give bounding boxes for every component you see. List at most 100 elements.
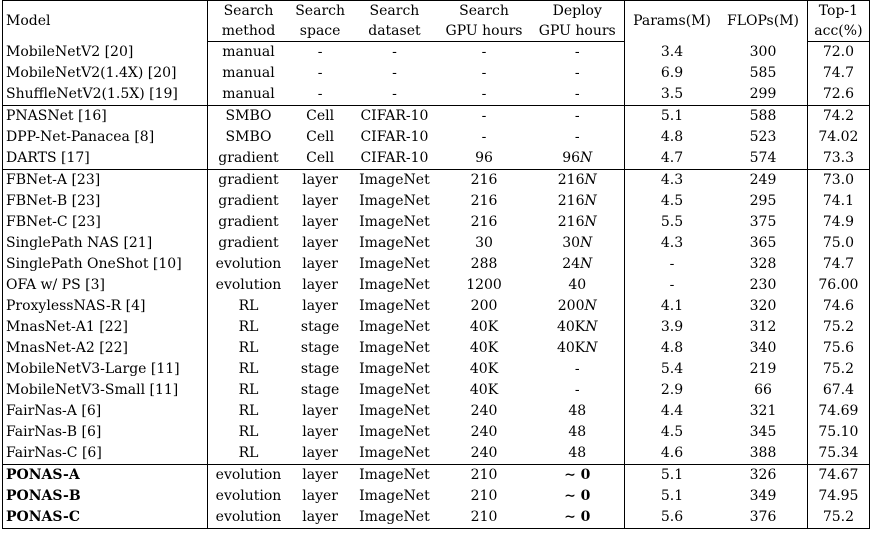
- cell-search-gpu-hours: -: [481, 86, 487, 102]
- cell-params: 4.3: [624, 169, 720, 191]
- cell-deploy-gpu-hours: 48: [530, 401, 625, 422]
- cell-search-method: evolution: [207, 507, 289, 529]
- cell-search-gpu-hours: 30: [475, 235, 493, 251]
- cell-deploy-gpu-hours: 48: [530, 422, 625, 443]
- table-row: ShuffleNetV2(1.5X) [19] manual - - - - 3.5 299 7…: [1, 84, 871, 106]
- cell-search-method: RL: [238, 382, 259, 398]
- cell-deploy-gpu-hours: 200N: [530, 296, 625, 317]
- cell-params: 3.4: [660, 43, 684, 60]
- header-search-gpu-1: Search: [437, 0, 531, 21]
- variable-n: N: [580, 256, 593, 272]
- cell-search-dataset: CIFAR-10: [351, 105, 438, 127]
- cell-deploy-gpu-hours: -: [530, 63, 625, 84]
- header-search-method-1: Search: [207, 0, 289, 21]
- nas-comparison-table: Model Search Search Search Search Deploy…: [1, 0, 871, 529]
- cell-search-space: layer: [302, 424, 338, 440]
- cell-top1-acc: 75.34: [807, 443, 871, 465]
- cell-search-gpu-hours: 40K: [469, 361, 499, 377]
- table-header: Model Search Search Search Search Deploy…: [1, 0, 871, 42]
- cell-flops: 300: [719, 41, 808, 63]
- table-row: PONAS-A evolution layer ImageNet 210 ∼ 0 5.1 32…: [1, 464, 871, 486]
- table-row: DPP-Net-Panacea [8] SMBO Cell CIFAR-10 - - 4.8…: [1, 127, 871, 148]
- cell-search-dataset: ImageNet: [359, 235, 430, 251]
- cell-search-space: stage: [300, 340, 340, 356]
- cell-deploy-gpu-hours: 40: [530, 275, 625, 296]
- cell-model: FairNas-B [6]: [1, 422, 209, 443]
- cell-model: MobileNetV3-Large [11]: [1, 359, 209, 380]
- cell-deploy-gpu-hours: 216N: [530, 212, 625, 233]
- cell-flops: 375: [719, 212, 808, 233]
- cell-search-method: evolution: [215, 256, 282, 272]
- variable-n: N: [584, 193, 597, 209]
- cell-flops: 299: [719, 84, 808, 106]
- cell-params: 4.4: [660, 403, 684, 419]
- cell-search-dataset: ImageNet: [359, 403, 430, 419]
- cell-search-space: -: [317, 86, 323, 102]
- cell-search-dataset: ImageNet: [359, 298, 430, 314]
- cell-search-dataset: CIFAR-10: [360, 150, 429, 166]
- cell-model: MobileNetV2 [20]: [1, 41, 209, 63]
- cell-flops: 320: [719, 296, 808, 317]
- cell-deploy-gpu-hours: ∼ 0: [530, 464, 625, 486]
- table-row: FBNet-B [23] gradient layer ImageNet 216 216N…: [1, 191, 871, 212]
- header-row-1: Model Search Search Search Search Deploy…: [1, 0, 871, 42]
- table-row: OFA w/ PS [3] evolution layer ImageNet 1200 4…: [1, 275, 871, 296]
- cell-model: ProxylessNAS-R [4]: [1, 296, 209, 317]
- cell-model: MnasNet-A2 [22]: [1, 338, 209, 359]
- cell-flops: 340: [719, 338, 808, 359]
- cell-top1-acc: 72.6: [807, 84, 871, 106]
- cell-flops: 321: [719, 401, 808, 422]
- cell-search-dataset: ImageNet: [351, 169, 438, 191]
- cell-search-method: evolution: [207, 464, 289, 486]
- cell-top1-acc: 76.00: [807, 275, 871, 296]
- cell-deploy-gpu-hours: 216N: [530, 191, 625, 212]
- cell-search-method: manual: [222, 44, 275, 60]
- cell-params: 4.5: [660, 424, 684, 440]
- cell-top1-acc: 73.0: [807, 169, 871, 191]
- cell-search-gpu-hours: -: [481, 44, 487, 60]
- cell-params: 3.5: [660, 86, 684, 102]
- cell-search-method: RL: [238, 361, 259, 377]
- cell-params: 4.5: [660, 193, 684, 209]
- cell-search-method: gradient: [218, 193, 279, 209]
- cell-model: MnasNet-A1 [22]: [1, 317, 209, 338]
- cell-search-gpu-hours: 216: [470, 214, 498, 230]
- cell-top1-acc: 74.95: [807, 486, 871, 507]
- cell-model: PONAS-B: [1, 486, 209, 507]
- variable-n: N: [585, 319, 598, 335]
- cell-params: 5.1: [624, 464, 720, 486]
- cell-flops: 249: [719, 169, 808, 191]
- cell-search-gpu-hours: -: [481, 129, 487, 145]
- cell-search-space: layer: [302, 256, 338, 272]
- table-row: FairNas-A [6] RL layer ImageNet 240 48 4.4 321 7…: [1, 401, 871, 422]
- cell-model: MobileNetV2(1.4X) [20]: [1, 63, 209, 84]
- cell-params: 6.9: [660, 65, 684, 81]
- table-row: PNASNet [16] SMBO Cell CIFAR-10- -5.1 588 74.2: [1, 105, 871, 127]
- cell-flops: 328: [719, 254, 808, 275]
- table-row: SinglePath OneShot [10] evolution layer Ima…: [1, 254, 871, 275]
- cell-search-dataset: ImageNet: [359, 256, 430, 272]
- cell-search-gpu-hours: 240: [470, 403, 498, 419]
- cell-search-dataset: ImageNet: [359, 340, 430, 356]
- cell-top1-acc: 75.10: [807, 422, 871, 443]
- table-row: SinglePath NAS [21] gradient layer ImageNet…: [1, 233, 871, 254]
- cell-params: 4.6: [660, 445, 684, 461]
- table-row: MobileNetV3-Large [11] RL stage ImageNet 40K…: [1, 359, 871, 380]
- cell-deploy-gpu-hours: 96N: [530, 148, 625, 170]
- cell-top1-acc: 74.02: [807, 127, 871, 148]
- header-search-dataset-2: dataset: [351, 21, 438, 42]
- cell-params: 4.8: [660, 129, 684, 145]
- cell-flops: 345: [719, 422, 808, 443]
- cell-deploy-gpu-hours: -: [530, 105, 625, 127]
- cell-model: SinglePath NAS [21]: [1, 233, 209, 254]
- cell-params: 5.4: [660, 361, 684, 377]
- cell-search-gpu-hours: 40K: [469, 382, 499, 398]
- table-body: MobileNetV2 [20] manual - - - -3.4 300 72.0 Mobi…: [1, 41, 871, 529]
- cell-search-space: layer: [288, 169, 352, 191]
- cell-search-space: layer: [302, 488, 338, 504]
- cell-search-space: layer: [288, 507, 352, 529]
- cell-search-dataset: ImageNet: [359, 319, 430, 335]
- cell-top1-acc: 74.2: [807, 105, 871, 127]
- table-row: DARTS [17] gradient Cell CIFAR-10 96 96N 4.7 57…: [1, 148, 871, 170]
- cell-top1-acc: 75.2: [807, 507, 871, 529]
